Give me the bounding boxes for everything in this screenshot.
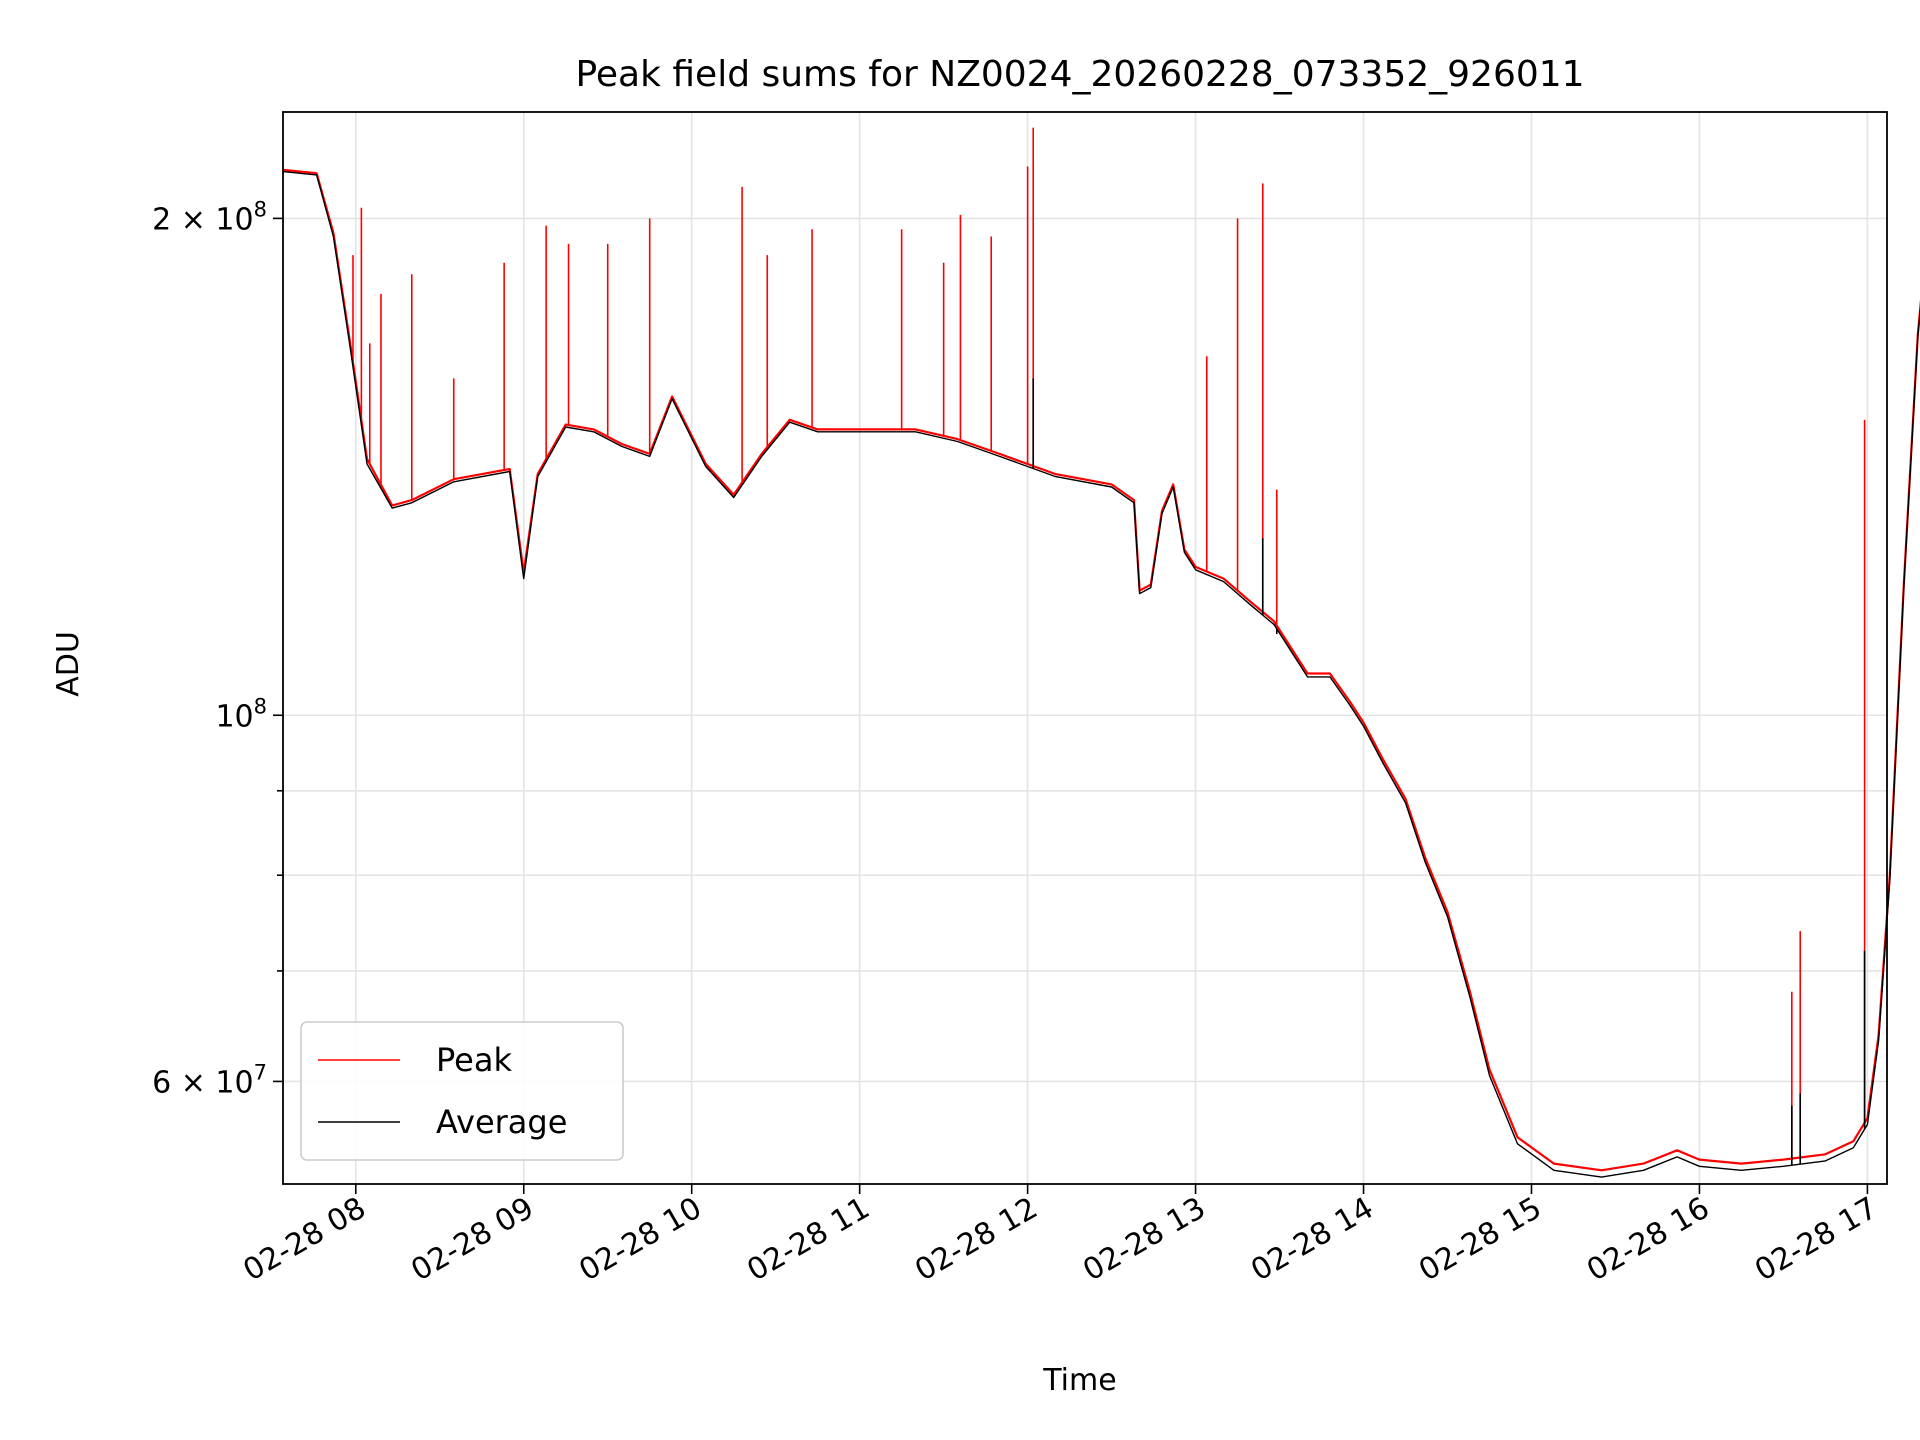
legend-label-average: Average	[436, 1103, 567, 1141]
grid	[283, 112, 1887, 1184]
y-tick-label: 108	[215, 694, 267, 734]
y-tick-label-exponent: 8	[254, 694, 267, 718]
plot-frame	[282, 111, 1888, 1185]
y-tick-label-base: 10	[215, 699, 253, 734]
legend: Peak Average	[300, 1021, 624, 1161]
y-tick-label-exponent: 8	[254, 197, 267, 221]
y-tick-label-exponent: 7	[254, 1060, 267, 1084]
legend-label-peak: Peak	[436, 1041, 512, 1079]
series-line-average	[282, 170, 1920, 1178]
legend-box	[300, 1021, 624, 1161]
x-axis-label: Time	[1042, 1363, 1116, 1398]
y-tick-label: 6 × 107	[152, 1060, 267, 1100]
y-axis-label: ADU	[51, 631, 86, 697]
chart-title: Peak field sums for NZ0024_20260228_0733…	[575, 54, 1584, 95]
y-tick-label: 2 × 108	[152, 197, 267, 237]
y-tick-label-base: 2 × 10	[152, 202, 253, 237]
y-tick-label-base: 6 × 10	[152, 1065, 253, 1100]
series-layer	[282, 127, 1920, 1178]
